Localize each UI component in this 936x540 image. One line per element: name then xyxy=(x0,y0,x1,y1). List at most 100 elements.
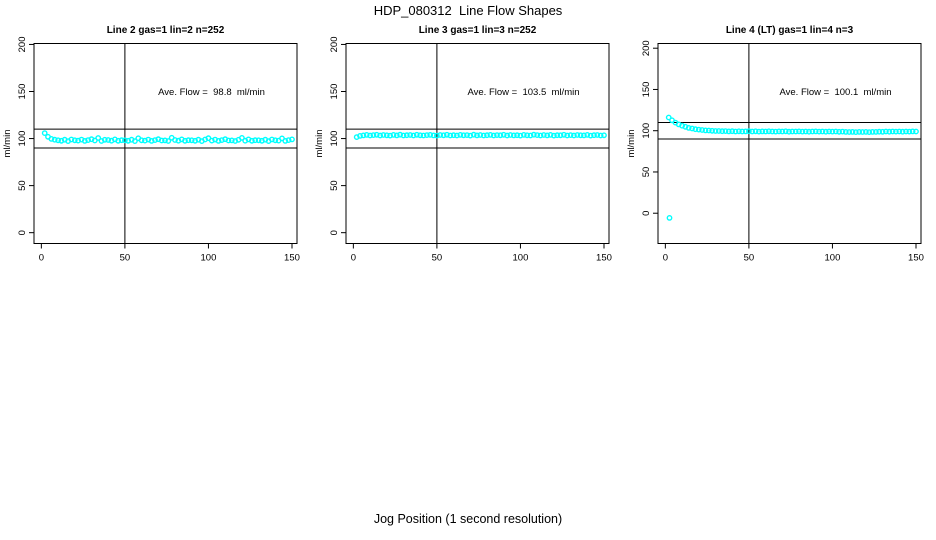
data-point xyxy=(514,132,521,139)
data-point xyxy=(105,137,112,143)
data-point xyxy=(524,132,531,139)
y-axis-label: ml/min xyxy=(314,130,325,158)
data-point xyxy=(487,131,494,138)
data-point xyxy=(856,128,863,135)
data-point xyxy=(460,132,467,139)
data-point xyxy=(131,138,138,145)
y-axis-label: ml/min xyxy=(2,130,13,158)
y-tick-label: 200 xyxy=(329,37,340,53)
data-point xyxy=(725,128,732,135)
data-point xyxy=(886,128,893,135)
panels-row: Line 2 gas=1 lin=2 n=252 Ave. Flow = 98.… xyxy=(0,0,924,280)
data-point xyxy=(520,131,527,138)
data-point xyxy=(289,136,295,143)
data-point xyxy=(268,136,275,143)
data-point xyxy=(816,128,823,135)
data-point xyxy=(872,128,879,135)
reference-lines xyxy=(34,43,297,244)
data-point xyxy=(702,127,709,134)
data-point xyxy=(357,132,363,139)
data-point xyxy=(802,128,809,135)
data-point xyxy=(148,137,155,144)
data-point xyxy=(779,128,786,135)
data-point xyxy=(71,137,78,144)
data-point xyxy=(48,135,55,142)
data-point xyxy=(208,137,215,144)
data-point xyxy=(434,132,440,139)
data-points xyxy=(353,131,607,141)
panel-line3-ave-flow-annotation: Ave. Flow = 103.5 ml/min xyxy=(467,87,580,98)
x-axis: 0 50 100 150 xyxy=(351,243,612,264)
data-point xyxy=(363,131,370,138)
data-point xyxy=(477,132,484,138)
data-point xyxy=(192,137,199,144)
x-tick-label: 0 xyxy=(351,253,356,264)
data-point xyxy=(158,137,165,144)
data-point xyxy=(554,132,561,139)
data-point xyxy=(564,132,571,139)
data-point xyxy=(584,131,591,138)
data-point xyxy=(601,132,607,139)
y-tick-label: 150 xyxy=(17,84,28,100)
x-tick-label: 50 xyxy=(120,253,131,264)
data-point xyxy=(484,132,490,139)
data-point xyxy=(474,132,480,139)
data-point xyxy=(699,127,706,133)
data-point xyxy=(806,128,812,135)
data-point xyxy=(892,128,899,135)
data-point xyxy=(285,137,292,144)
data-point xyxy=(397,131,404,138)
data-point xyxy=(769,128,776,135)
data-point xyxy=(909,128,916,135)
data-point xyxy=(597,132,604,139)
data-point xyxy=(859,129,866,135)
data-point xyxy=(490,132,497,139)
data-point xyxy=(665,114,672,121)
data-point xyxy=(695,126,702,133)
data-point xyxy=(782,128,789,135)
data-point xyxy=(587,132,594,139)
data-point xyxy=(218,137,225,144)
data-point xyxy=(41,130,48,137)
data-point xyxy=(866,129,873,136)
x-tick-label: 100 xyxy=(513,253,529,264)
data-point xyxy=(736,128,742,135)
data-point xyxy=(437,132,444,138)
data-point xyxy=(709,127,716,134)
data-point xyxy=(373,131,380,138)
data-point xyxy=(51,136,58,143)
data-point xyxy=(252,137,259,144)
panel-line2: Line 2 gas=1 lin=2 n=252 Ave. Flow = 98.… xyxy=(0,0,312,280)
x-tick-label: 50 xyxy=(432,253,443,264)
plot-frame xyxy=(657,43,922,244)
data-point xyxy=(440,132,447,139)
data-point xyxy=(570,132,577,139)
data-point xyxy=(500,131,507,138)
data-point xyxy=(786,128,792,135)
data-point xyxy=(789,128,796,135)
data-point xyxy=(494,132,500,139)
data-point xyxy=(530,131,537,138)
data-point xyxy=(772,128,779,135)
data-point xyxy=(836,128,843,135)
data-point xyxy=(225,137,232,144)
data-point xyxy=(95,135,102,141)
x-tick-label: 150 xyxy=(284,253,300,264)
data-point xyxy=(407,132,414,138)
y-tick-label: 100 xyxy=(641,123,652,139)
panel-line2-title: Line 2 gas=1 lin=2 n=252 xyxy=(106,25,225,36)
panel-line3: Line 3 gas=1 lin=3 n=252 Ave. Flow = 103… xyxy=(312,0,624,280)
data-point xyxy=(594,132,601,138)
data-point xyxy=(869,128,876,135)
data-point xyxy=(75,137,82,144)
data-point xyxy=(537,132,544,139)
data-point xyxy=(393,132,400,139)
data-point xyxy=(510,132,517,139)
data-point xyxy=(420,132,427,139)
data-point xyxy=(182,137,188,144)
x-axis: 0 50 100 150 xyxy=(663,243,924,264)
data-point xyxy=(383,132,390,139)
data-point xyxy=(812,128,819,135)
plot-frame xyxy=(33,43,298,244)
data-point xyxy=(272,137,279,144)
